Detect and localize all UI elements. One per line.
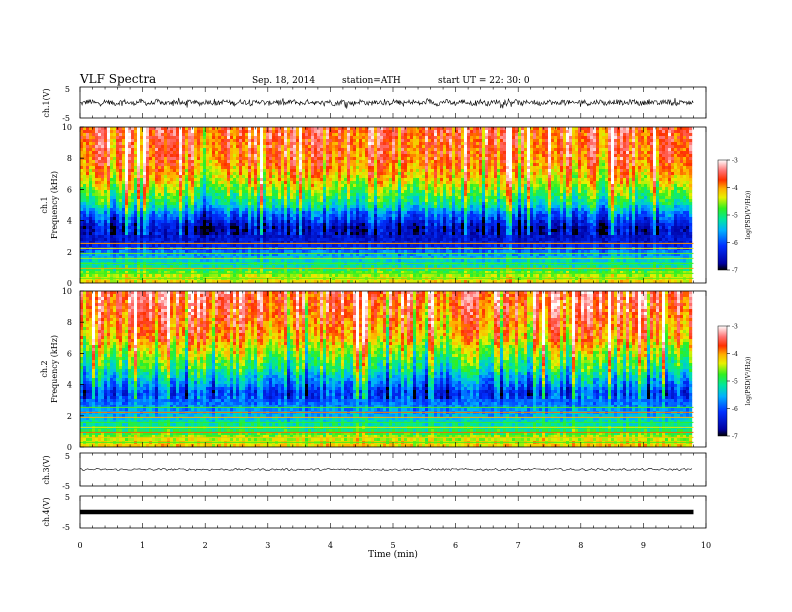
ch2-colorbar (717, 325, 728, 437)
colorbar-tick-label: -5 (732, 213, 738, 220)
freq-tick-label: 0 (67, 279, 72, 288)
time-tick-label: 4 (328, 541, 333, 550)
colorbar-tick-label: -5 (732, 379, 738, 386)
time-tick-label: 1 (140, 541, 145, 550)
freq-tick-label: 10 (62, 287, 72, 296)
time-tick-label: 0 (77, 541, 82, 550)
colorbar-tick-label: -4 (732, 185, 738, 192)
freq-tick-label: 0 (67, 443, 72, 452)
ch4-waveform-ylabel: ch.4(V) (42, 497, 51, 526)
freq-tick-label: 2 (67, 248, 72, 257)
ch2-colorbar-ticks: -3 -4 -5 -6 -7 (727, 324, 738, 441)
freq-tick-label: 2 (67, 412, 72, 421)
start-time-label: start UT = 22: 30: 0 (438, 76, 530, 86)
colorbar-tick-label: -3 (732, 324, 738, 331)
ch1-colorbar-ticks: -3 -4 -5 -6 -7 (727, 158, 738, 275)
freq-tick-label: 6 (67, 349, 72, 358)
time-tick-label: 3 (265, 541, 270, 550)
ch4-ytick-top: 5 (65, 493, 70, 502)
ch1-colorbar-label: log(PSD(V²/Hz)) (745, 191, 752, 240)
time-axis-ticks (79, 87, 707, 528)
ch1-spectrogram-yticks: 0 2 4 6 8 10 (62, 123, 84, 288)
colorbar-tick-label: -7 (732, 268, 738, 275)
time-tick-label: 6 (453, 541, 458, 550)
time-axis-tick-labels: 0 1 2 3 4 5 6 7 8 9 10 (77, 541, 711, 550)
ch3-waveform-panel: 5 -5 ch.3(V) (42, 452, 707, 491)
freq-tick-label: 8 (67, 154, 72, 163)
ch2-spectrogram-ylabel: Frequency (kHz) (50, 335, 59, 403)
freq-tick-label: 4 (67, 217, 72, 226)
ch1-waveform-ylabel: ch.1(V) (42, 88, 51, 117)
ch4-waveform-panel: 5 -5 ch.4(V) (42, 493, 707, 532)
colorbar-tick-label: -7 (732, 434, 738, 441)
ch1-spectrogram-ylabel: Frequency (kHz) (50, 171, 59, 239)
station-label: station=ATH (342, 76, 401, 86)
time-tick-label: 5 (390, 541, 395, 550)
ch1-spectrogram-channel-label: ch.1 (40, 196, 49, 213)
freq-tick-label: 4 (67, 381, 72, 390)
ch3-waveform-ylabel: ch.3(V) (42, 455, 51, 484)
time-axis-label: Time (min) (368, 549, 418, 560)
ch2-spectrogram-image (80, 291, 706, 448)
time-tick-label: 2 (203, 541, 208, 550)
ch1-colorbar (717, 159, 728, 271)
ch3-ytick-top: 5 (65, 452, 70, 461)
ch3-waveform-trace (79, 468, 693, 471)
freq-tick-label: 8 (67, 318, 72, 327)
time-tick-label: 7 (516, 541, 521, 550)
freq-tick-label: 6 (67, 185, 72, 194)
ch1-ytick-top: 5 (65, 85, 70, 94)
ch2-spectrogram-yticks: 0 2 4 6 8 10 (62, 287, 84, 452)
colorbar-tick-label: -4 (732, 351, 738, 358)
date-label: Sep. 18, 2014 (252, 76, 315, 86)
figure-title: VLF Spectra (79, 72, 156, 86)
ch1-spectrogram-image (80, 127, 706, 284)
ch2-spectrogram-channel-label: ch.2 (40, 360, 49, 377)
ch1-ytick-bottom: -5 (62, 114, 70, 123)
freq-tick-label: 10 (62, 123, 72, 132)
time-tick-label: 10 (701, 541, 711, 550)
colorbar-tick-label: -3 (732, 158, 738, 165)
time-tick-label: 9 (641, 541, 646, 550)
time-tick-label: 8 (578, 541, 583, 550)
ch3-ytick-bottom: -5 (62, 482, 70, 491)
colorbar-tick-label: -6 (732, 240, 738, 247)
ch1-waveform-panel: 5 -5 ch.1(V) (42, 85, 707, 123)
ch2-colorbar-label: log(PSD(V²/Hz)) (745, 357, 752, 406)
colorbar-tick-label: -6 (732, 406, 738, 413)
ch4-ytick-bottom: -5 (62, 523, 70, 532)
ch1-waveform-trace (79, 97, 694, 109)
